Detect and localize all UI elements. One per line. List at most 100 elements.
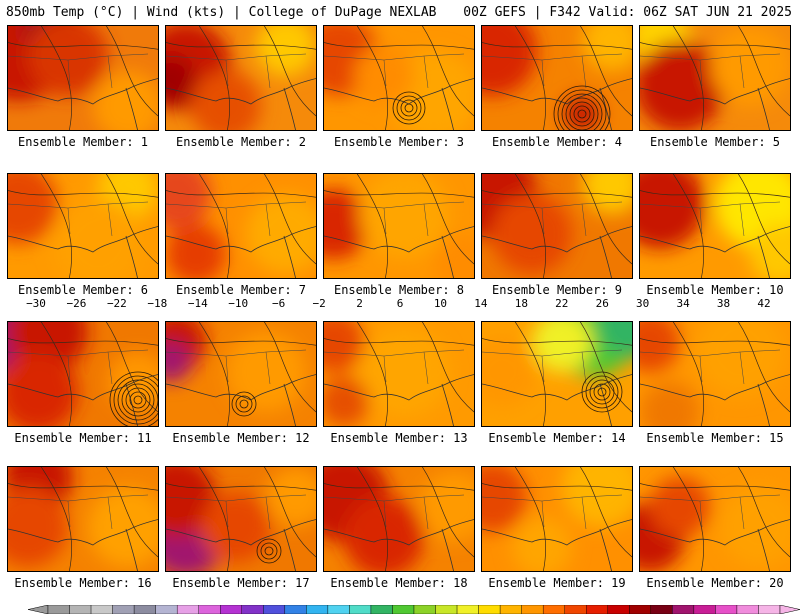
temperature-region [88,487,158,567]
temperature-region [53,199,143,278]
temperature-region [8,352,78,426]
height-contour [324,483,474,491]
state-borders [482,53,623,89]
ensemble-member-label: Ensemble Member: 10 [646,283,784,297]
scale-swatch [413,605,436,614]
gulf-coastline [166,226,316,253]
height-contour [198,174,231,278]
state-borders [324,349,465,385]
ensemble-member-label: Ensemble Member: 3 [333,135,465,149]
height-contour [198,26,231,130]
temperature-region [582,26,632,71]
gulf-coastline [8,519,158,546]
ensemble-member-map [323,466,475,572]
temperature-region [640,382,700,426]
scale-tick-label: 42 [757,297,771,310]
height-contour [198,467,231,571]
temperature-region [640,174,705,249]
height-contour [166,483,316,491]
state-borders [324,494,465,530]
height-contour [356,322,389,426]
florida-coastline [283,87,296,130]
color-scale-ticks: −30 −26 −22 −18 −14 −10 −6 −2 2 6 10 14 18 22 26 30 34 38… [0,0,800,310]
cyclone-isobar [597,387,607,397]
scale-tick-label: −18 [147,297,168,310]
scale-swatch [478,605,501,614]
height-contour [421,467,474,558]
scale-swatch [521,605,544,614]
temperature-region [191,71,261,130]
ensemble-member-label: Ensemble Member: 9 [491,283,623,297]
ensemble-member-label: Ensemble Member: 18 [330,576,468,590]
florida-coastline [757,87,770,130]
ensemble-member-map [481,25,633,131]
scale-tick-label: 26 [595,297,609,310]
scale-swatch [306,605,329,614]
temperature-region [492,194,572,274]
temperature-region [434,234,474,278]
height-contour [672,26,705,130]
chart-title: 850mb Temp (°C) | Wind (kts) | College o… [6,5,437,20]
gulf-coastline [482,519,632,546]
scale-swatch [650,605,673,614]
height-contour [514,322,547,426]
height-contour [737,26,790,117]
ensemble-member-label: Ensemble Member: 17 [172,576,310,590]
height-contour [8,483,158,491]
temperature-region [324,189,369,259]
gulf-coastline [482,226,632,253]
scale-swatch [284,605,307,614]
state-borders [166,349,307,385]
scale-swatch [586,605,608,614]
scale-swatch [542,605,565,614]
cyclone-isobar [565,97,599,130]
scale-swatch [693,605,716,614]
state-borders [640,201,781,237]
ensemble-member-map [7,173,159,279]
cyclone-isobar [593,383,611,401]
height-contour [421,174,474,265]
gulf-coastline [482,374,632,401]
scale-swatch [607,605,630,614]
ensemble-member-label: Ensemble Member: 16 [14,576,152,590]
state-borders [640,349,781,385]
florida-coastline [125,235,138,278]
gulf-coastline [8,374,158,401]
height-contour [324,338,474,346]
temperature-region [597,322,632,357]
ensemble-member-map [323,321,475,427]
scale-swatch [155,605,178,614]
ensemble-member-label: Ensemble Member: 6 [17,283,149,297]
florida-coastline [441,87,454,130]
height-contour [40,174,73,278]
state-borders [324,53,465,89]
florida-coastline [599,383,612,426]
scale-swatch [564,605,587,614]
color-scale-bar [28,605,800,614]
temperature-region [166,174,211,229]
scale-tick-label: 6 [396,297,404,310]
temperature-region [93,71,158,130]
temperature-region [710,26,790,106]
height-contour [579,174,632,265]
florida-coastline [441,528,454,571]
temperature-region [8,174,58,244]
cyclone-isobar [404,103,414,113]
state-borders [8,494,149,530]
state-borders [324,201,465,237]
cyclone-isobar [125,387,151,413]
state-borders [482,201,623,237]
ensemble-member-label: Ensemble Member: 11 [14,431,152,445]
cyclone-isobar [117,379,158,421]
state-borders [640,494,781,530]
height-contour [40,467,73,571]
scale-swatch [456,605,479,614]
ensemble-member-map [7,25,159,131]
gulf-coastline [640,78,790,105]
scale-swatch [370,605,393,614]
florida-coastline [757,528,770,571]
scale-swatch [90,605,113,614]
temperature-region [720,487,790,567]
gulf-coastline [8,78,158,105]
cyclone-isobar [557,89,607,130]
